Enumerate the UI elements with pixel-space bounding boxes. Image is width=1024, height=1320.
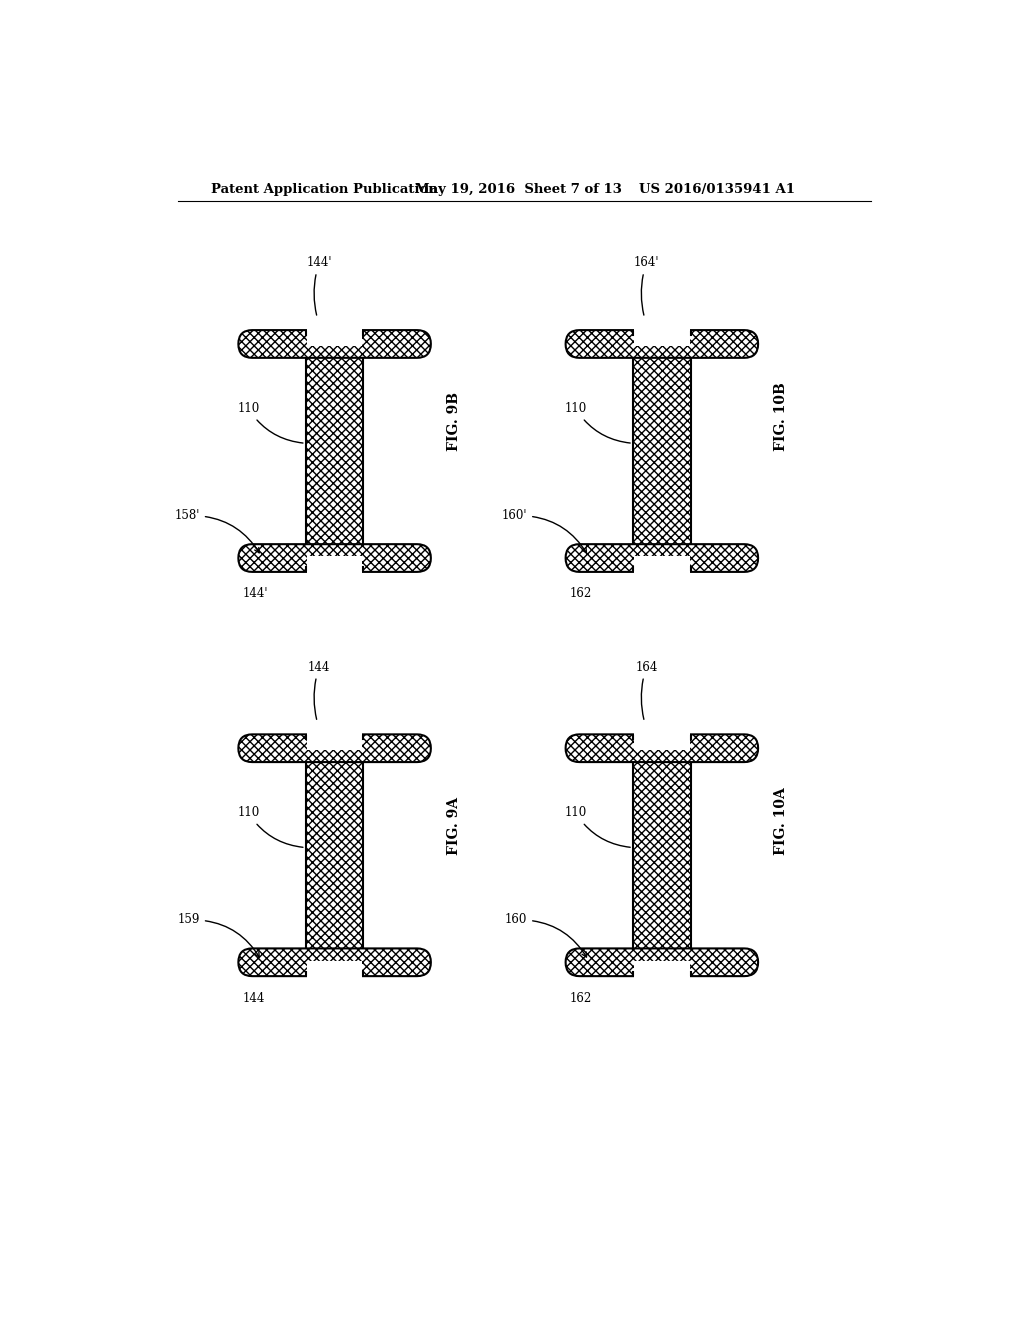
Text: FIG. 10B: FIG. 10B bbox=[774, 383, 788, 451]
Text: FIG. 9B: FIG. 9B bbox=[446, 392, 461, 451]
FancyBboxPatch shape bbox=[565, 949, 758, 977]
Text: 110: 110 bbox=[238, 807, 303, 847]
Text: 164: 164 bbox=[635, 660, 657, 719]
Text: 144: 144 bbox=[243, 991, 264, 1005]
Text: US 2016/0135941 A1: US 2016/0135941 A1 bbox=[639, 183, 795, 197]
FancyBboxPatch shape bbox=[239, 949, 431, 977]
Text: 160: 160 bbox=[505, 913, 587, 957]
Bar bbox=[633, 331, 691, 570]
Bar bbox=[634, 733, 689, 750]
Bar bbox=[307, 327, 362, 346]
Text: 144': 144' bbox=[243, 587, 267, 601]
Text: FIG. 9A: FIG. 9A bbox=[446, 797, 461, 855]
Bar bbox=[307, 733, 362, 750]
Text: 164': 164' bbox=[634, 256, 659, 315]
Text: 162: 162 bbox=[569, 991, 592, 1005]
Text: 144: 144 bbox=[308, 660, 331, 719]
Text: 158': 158' bbox=[174, 510, 259, 553]
Bar bbox=[634, 327, 689, 346]
Text: May 19, 2016  Sheet 7 of 13: May 19, 2016 Sheet 7 of 13 bbox=[416, 183, 623, 197]
Text: Patent Application Publication: Patent Application Publication bbox=[211, 183, 438, 197]
FancyBboxPatch shape bbox=[239, 734, 431, 762]
FancyBboxPatch shape bbox=[565, 544, 758, 572]
Text: 110: 110 bbox=[564, 403, 630, 444]
Text: 159: 159 bbox=[177, 913, 259, 957]
Text: 110: 110 bbox=[564, 807, 630, 847]
Bar bbox=[307, 961, 362, 978]
FancyBboxPatch shape bbox=[239, 544, 431, 572]
FancyBboxPatch shape bbox=[565, 734, 758, 762]
FancyBboxPatch shape bbox=[239, 330, 431, 358]
Bar bbox=[633, 737, 691, 974]
FancyBboxPatch shape bbox=[565, 330, 758, 358]
Bar bbox=[634, 961, 689, 978]
Bar bbox=[306, 737, 364, 974]
Text: 160': 160' bbox=[502, 510, 587, 553]
Text: 162: 162 bbox=[569, 587, 592, 601]
Text: 110: 110 bbox=[238, 403, 303, 444]
Bar bbox=[634, 557, 689, 574]
Bar bbox=[307, 557, 362, 574]
Bar bbox=[306, 331, 364, 570]
Text: 144': 144' bbox=[306, 256, 332, 315]
Text: FIG. 10A: FIG. 10A bbox=[774, 788, 788, 855]
